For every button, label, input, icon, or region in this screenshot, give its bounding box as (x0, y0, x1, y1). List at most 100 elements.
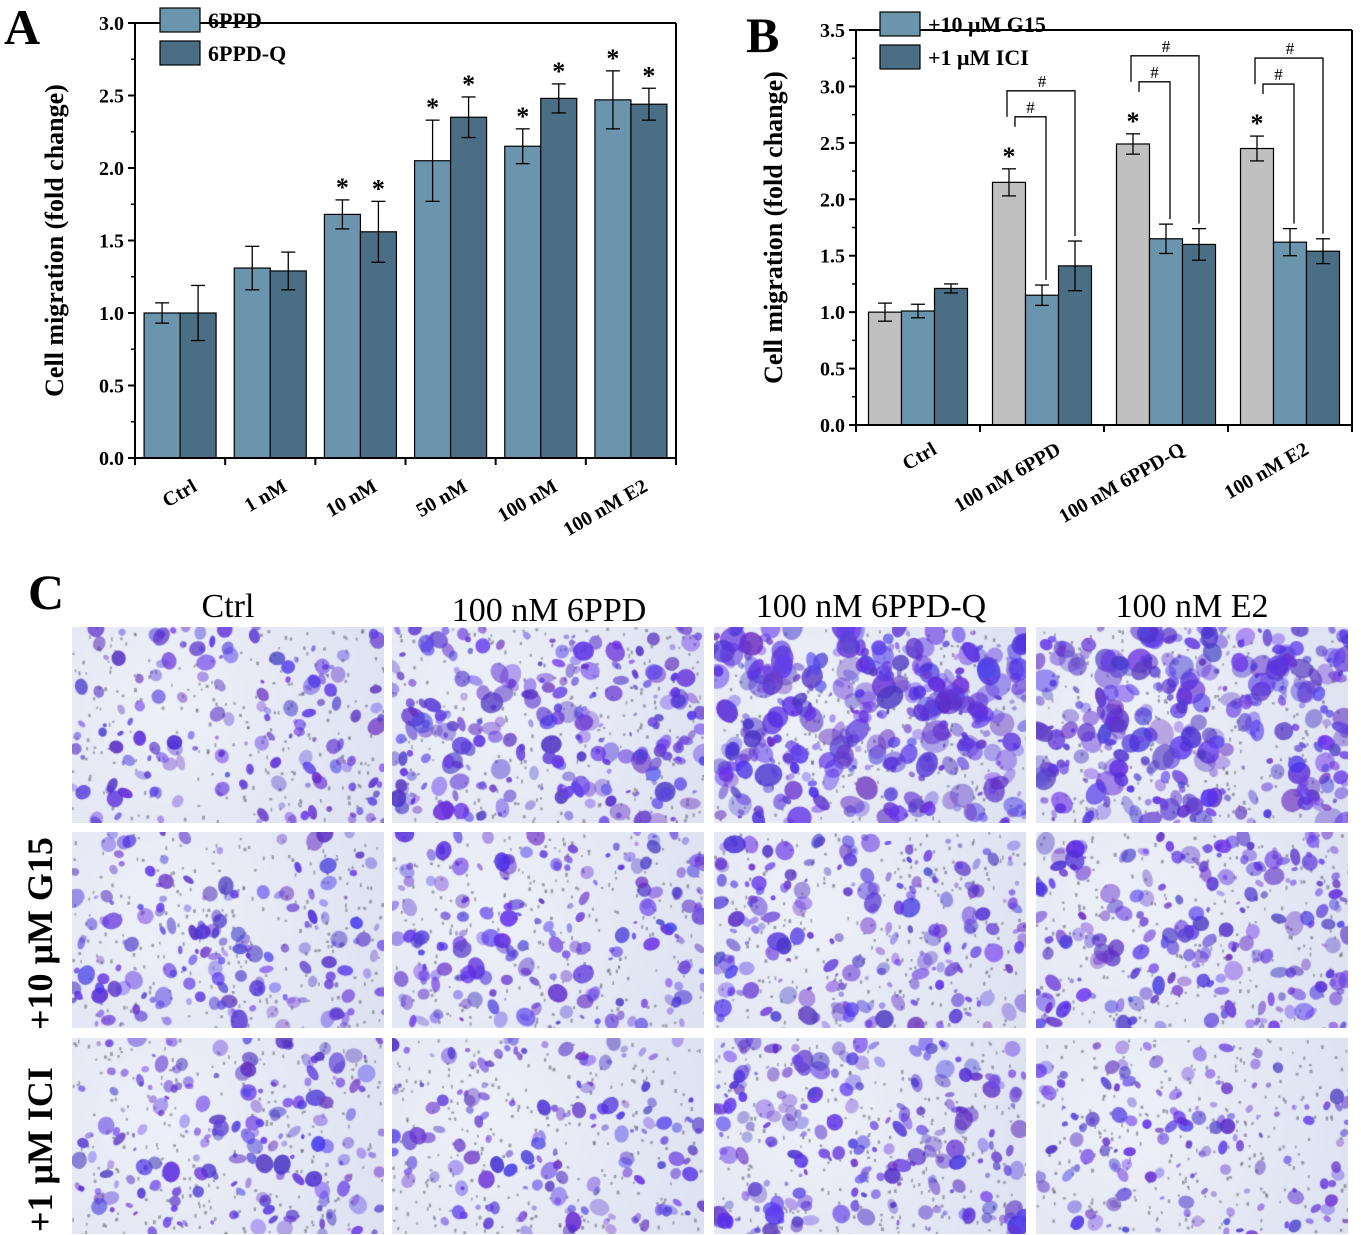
significance-asterisk: * (642, 61, 655, 90)
significance-bracket (1014, 116, 1047, 281)
legend-label: +10 μM G15 (928, 12, 1046, 37)
y-tick-label: 3.0 (99, 13, 124, 35)
significance-hash: # (1026, 98, 1035, 117)
significance-hash: # (1274, 65, 1283, 84)
bar (1115, 143, 1151, 426)
x-tick-label: 100 nM E2 (560, 475, 652, 541)
legend-swatch (159, 40, 201, 66)
y-tick-label: 1.0 (820, 302, 845, 324)
significance-asterisk: * (426, 93, 439, 122)
y-tick-label: 2.5 (820, 133, 845, 155)
legend-swatch (879, 44, 921, 70)
y-tick-label: 2.5 (99, 86, 124, 108)
x-tick-label: Ctrl (159, 475, 201, 512)
significance-bracket (1254, 57, 1324, 234)
bar (143, 312, 181, 459)
bar (991, 181, 1027, 426)
bar (504, 145, 542, 459)
x-tick-label: 100 nM 6PPD (951, 438, 1065, 516)
significance-hash: # (1150, 63, 1159, 82)
significance-hash: # (1162, 37, 1171, 56)
legend-label: 6PPD-Q (208, 41, 286, 66)
significance-bracket (1130, 55, 1200, 224)
micrograph-image (72, 832, 384, 1028)
panel-label-c: C (28, 564, 65, 620)
chart-b: * * * 0.0 0.5 1.0 1.5 2.0 2.5 3.0 3.5 Ctrl 100 nM 6P… (759, 11, 1353, 528)
y-tick-label: 1.0 (99, 303, 124, 325)
bar (1148, 238, 1184, 426)
micrograph-image (392, 1038, 704, 1234)
x-tick-label: Ctrl (899, 438, 941, 475)
y-tick-label: 1.5 (99, 231, 124, 253)
bar (359, 231, 398, 459)
legend-swatch (879, 11, 921, 37)
bar (1057, 265, 1093, 426)
x-tick-label: 100 nM E2 (1221, 438, 1313, 504)
micrograph-image (1036, 832, 1348, 1028)
bar (900, 310, 936, 426)
significance-asterisk: * (372, 174, 385, 203)
row-title-ici: +1 μM ICI (20, 1067, 60, 1232)
y-axis-label: Cell migration (fold change) (759, 71, 788, 384)
bar (867, 311, 903, 426)
legend-label: 6PPD (208, 8, 262, 33)
row-title-g15: +10 μM G15 (20, 837, 60, 1030)
y-tick-label: 2.0 (99, 158, 124, 180)
bar (449, 116, 488, 459)
x-tick-label: 100 nM (494, 475, 561, 527)
bar (1024, 294, 1060, 426)
micrograph-image (72, 1038, 384, 1234)
y-tick-label: 0.5 (99, 376, 124, 398)
micrograph-image (392, 627, 704, 823)
significance-hash: # (1038, 72, 1047, 91)
significance-bracket (1138, 81, 1171, 220)
bar (594, 99, 632, 459)
chart-a: * * * * * * * * 0.0 0.5 1.0 1.5 2.0 2.5 3.0 Ctrl 1 nM 10 … (40, 7, 677, 541)
bar (1181, 243, 1217, 426)
micrograph-image (392, 832, 704, 1028)
micrograph-image (714, 832, 1026, 1028)
significance-bracket (1262, 83, 1295, 224)
micrograph-image (72, 627, 384, 823)
x-tick-label: 100 nM 6PPD-Q (1055, 438, 1188, 528)
y-tick-label: 2.0 (820, 189, 845, 211)
bar (1305, 250, 1341, 426)
bar (413, 160, 452, 459)
panel-label-a: A (4, 0, 41, 55)
y-axis-label: Cell migration (fold change) (40, 84, 69, 397)
bar (540, 97, 578, 459)
y-tick-label: 0.0 (99, 448, 124, 470)
legend-swatch (159, 7, 201, 33)
panel-label-b: B (746, 7, 780, 63)
y-tick-label: 1.5 (820, 246, 845, 268)
micrograph-image (714, 1038, 1026, 1234)
x-tick-label: 1 nM (241, 475, 291, 517)
bar (269, 270, 307, 459)
column-title-e2: 100 nM E2 (1115, 588, 1269, 625)
column-title-6ppd: 100 nM 6PPD (451, 592, 647, 629)
significance-asterisk: * (1251, 109, 1264, 138)
column-title-ctrl: Ctrl (201, 588, 255, 625)
bar (630, 103, 668, 459)
micrograph-image (714, 627, 1026, 823)
significance-hash: # (1286, 39, 1295, 58)
significance-asterisk: * (552, 57, 565, 86)
significance-asterisk: * (516, 102, 529, 131)
significance-asterisk: * (1127, 107, 1140, 136)
y-tick-label: 3.0 (820, 76, 845, 98)
bar (1272, 241, 1308, 426)
bar (933, 287, 969, 426)
micrograph-image (1036, 627, 1348, 823)
y-tick-label: 3.5 (820, 20, 845, 42)
column-title-6ppd-q: 100 nM 6PPD-Q (755, 588, 987, 625)
x-tick-label: 10 nM (322, 475, 381, 522)
significance-asterisk: * (336, 173, 349, 202)
significance-asterisk: * (462, 70, 475, 99)
x-tick-label: 50 nM (412, 475, 471, 522)
significance-asterisk: * (606, 44, 619, 73)
significance-bracket (1006, 90, 1076, 237)
y-tick-label: 0.0 (820, 415, 845, 437)
bar (233, 267, 271, 459)
bar (323, 213, 362, 459)
micrograph-image (1036, 1038, 1348, 1234)
